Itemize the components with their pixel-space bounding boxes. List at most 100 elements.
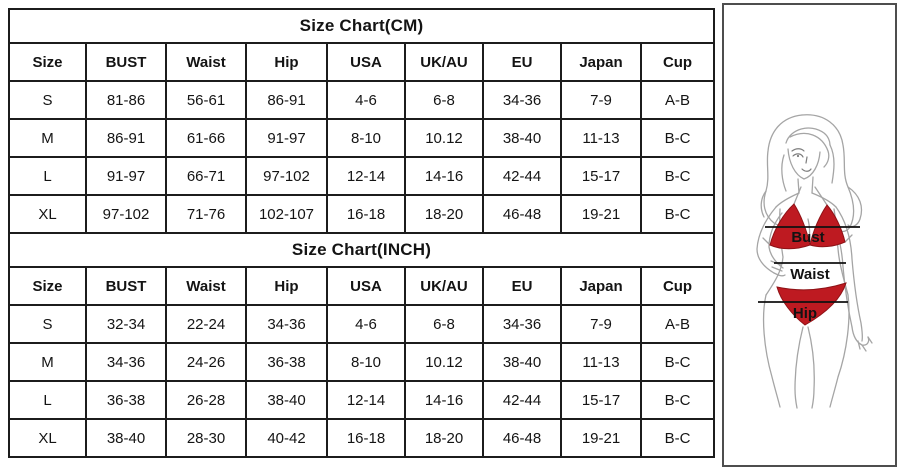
value-cell: B-C — [639, 342, 716, 382]
value-cell: 71-76 — [165, 194, 247, 234]
value-cell: 7-9 — [560, 304, 642, 344]
table-row: XL 97-102 71-76 102-107 16-18 18-20 46-48 19-21… — [8, 194, 716, 234]
value-cell: B-C — [639, 380, 716, 420]
value-cell: 6-8 — [404, 80, 484, 120]
value-cell: 10.12 — [404, 342, 484, 382]
value-cell: 8-10 — [326, 118, 406, 158]
hip-label: Hip — [793, 305, 817, 322]
face-sketch — [787, 148, 821, 180]
value-cell: 4-6 — [326, 304, 406, 344]
value-cell: 15-17 — [560, 380, 642, 420]
value-cell: 8-10 — [326, 342, 406, 382]
value-cell: 19-21 — [560, 194, 642, 234]
value-cell: 4-6 — [326, 80, 406, 120]
bikini-figure-illustration: Bust Waist Hip — [756, 114, 873, 409]
value-cell: 12-14 — [326, 156, 406, 196]
column-header: Hip — [245, 266, 328, 306]
column-header: Japan — [560, 266, 642, 306]
value-cell: 66-71 — [165, 156, 247, 196]
value-cell: 38-40 — [482, 342, 562, 382]
value-cell: 11-13 — [560, 342, 642, 382]
column-header: BUST — [85, 266, 167, 306]
value-cell: 11-13 — [560, 118, 642, 158]
table-row: L 36-38 26-28 38-40 12-14 14-16 42-44 15-17 B-C — [8, 380, 716, 420]
table-row: S 81-86 56-61 86-91 4-6 6-8 34-36 7-9 A-B — [8, 80, 716, 120]
table-title: Size Chart(CM) — [7, 8, 716, 44]
value-cell: 42-44 — [482, 156, 562, 196]
column-header: Hip — [245, 42, 328, 82]
value-cell: 40-42 — [245, 418, 328, 458]
column-header: UK/AU — [404, 266, 484, 306]
size-cell: XL — [8, 418, 87, 458]
value-cell: 91-97 — [85, 156, 167, 196]
size-chart-body: Size Chart(CM) Size BUST Waist Hip USA UK/AU EU… — [7, 8, 716, 458]
value-cell: 46-48 — [482, 194, 562, 234]
value-cell: 46-48 — [482, 418, 562, 458]
value-cell: 38-40 — [85, 418, 167, 458]
value-cell: 32-34 — [85, 304, 167, 344]
value-cell: 97-102 — [85, 194, 167, 234]
value-cell: 86-91 — [245, 80, 328, 120]
column-header: Waist — [165, 42, 247, 82]
value-cell: A-B — [639, 80, 716, 120]
value-cell: 15-17 — [560, 156, 642, 196]
value-cell: B-C — [639, 118, 716, 158]
value-cell: 34-36 — [85, 342, 167, 382]
table-row: M 86-91 61-66 91-97 8-10 10.12 38-40 11-13 B-C — [8, 118, 716, 158]
value-cell: 16-18 — [326, 418, 406, 458]
table-row: M 34-36 24-26 36-38 8-10 10.12 38-40 11-13 B-C — [8, 342, 716, 382]
size-chart-table: Size Chart(CM) Size BUST Waist Hip USA UK/AU EU… — [7, 8, 716, 458]
value-cell: 26-28 — [165, 380, 247, 420]
column-header: BUST — [85, 42, 167, 82]
column-header: UK/AU — [404, 42, 484, 82]
waist-label: Waist — [790, 266, 829, 283]
value-cell: 6-8 — [404, 304, 484, 344]
value-cell: 34-36 — [245, 304, 328, 344]
value-cell: 34-36 — [482, 80, 562, 120]
column-header: Waist — [165, 266, 247, 306]
value-cell: 61-66 — [165, 118, 247, 158]
column-header: Size — [8, 42, 87, 82]
table-row: XL 38-40 28-30 40-42 16-18 18-20 46-48 19-21 B-C — [8, 418, 716, 458]
value-cell: 7-9 — [560, 80, 642, 120]
table-row: L 91-97 66-71 97-102 12-14 14-16 42-44 15-17 B-C — [8, 156, 716, 196]
column-header: Cup — [639, 266, 716, 306]
value-cell: 81-86 — [85, 80, 167, 120]
size-cell: S — [8, 80, 87, 120]
value-cell: 36-38 — [245, 342, 328, 382]
value-cell: 102-107 — [245, 194, 328, 234]
value-cell: 16-18 — [326, 194, 406, 234]
value-cell: B-C — [639, 156, 716, 196]
size-cell: M — [8, 342, 87, 382]
value-cell: 24-26 — [165, 342, 247, 382]
size-cell: M — [8, 118, 87, 158]
value-cell: 36-38 — [85, 380, 167, 420]
value-cell: 97-102 — [245, 156, 328, 196]
size-cell: L — [8, 380, 87, 420]
value-cell: 10.12 — [404, 118, 484, 158]
value-cell: 91-97 — [245, 118, 328, 158]
value-cell: 42-44 — [482, 380, 562, 420]
measurement-figure-panel: Bust Waist Hip — [722, 3, 897, 467]
bust-label: Bust — [791, 229, 824, 246]
value-cell: 56-61 — [165, 80, 247, 120]
table-row: S 32-34 22-24 34-36 4-6 6-8 34-36 7-9 A-B — [8, 304, 716, 344]
value-cell: 14-16 — [404, 156, 484, 196]
table-title: Size Chart(INCH) — [7, 232, 716, 268]
value-cell: B-C — [639, 418, 716, 458]
value-cell: 14-16 — [404, 380, 484, 420]
hair-sketch — [760, 114, 863, 233]
value-cell: A-B — [639, 304, 716, 344]
value-cell: 28-30 — [165, 418, 247, 458]
value-cell: 18-20 — [404, 194, 484, 234]
value-cell: B-C — [639, 194, 716, 234]
value-cell: 38-40 — [482, 118, 562, 158]
value-cell: 34-36 — [482, 304, 562, 344]
column-header: Size — [8, 266, 87, 306]
size-cell: XL — [8, 194, 87, 234]
size-cell: L — [8, 156, 87, 196]
column-header: Japan — [560, 42, 642, 82]
value-cell: 22-24 — [165, 304, 247, 344]
column-header: USA — [326, 266, 406, 306]
